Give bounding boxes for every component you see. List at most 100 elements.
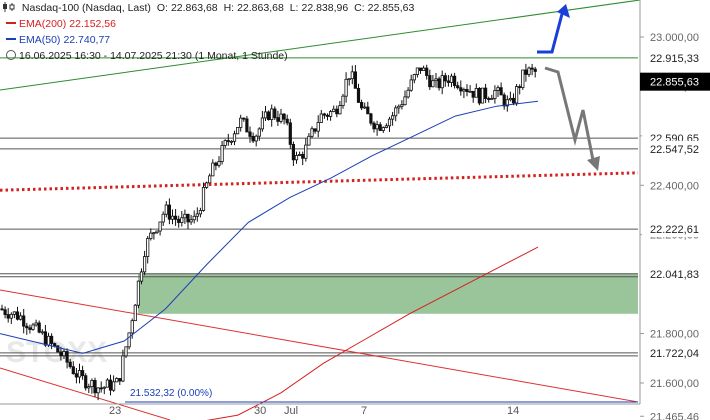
candle-body — [397, 105, 401, 109]
candle-body — [468, 90, 472, 93]
candle-body — [502, 94, 506, 107]
level-label-bg — [642, 140, 708, 157]
candle-body — [124, 346, 128, 357]
candle-body — [155, 230, 159, 234]
candle-body — [108, 379, 113, 391]
candle-body — [84, 375, 88, 389]
price-tag-box — [640, 72, 710, 91]
y-tick-label: 21.600,00 — [650, 378, 699, 390]
candle-body — [511, 97, 516, 104]
candle-body — [403, 96, 407, 106]
candle-body — [474, 88, 478, 98]
candle-body — [90, 380, 94, 388]
candle-body — [304, 144, 308, 159]
candle-body — [136, 280, 140, 306]
instrument-name: Nasdaq-100 (Nasdaq, Last) — [21, 2, 151, 14]
candle-body — [248, 131, 252, 137]
candle-body — [462, 89, 466, 92]
candle-body — [375, 124, 379, 130]
candle-body — [3, 309, 7, 315]
close-value: 22.855,63 — [367, 2, 415, 14]
candle-body — [263, 111, 268, 119]
candle-body — [459, 87, 463, 92]
candle-body — [273, 108, 277, 119]
period-range: 16.06.2025 16:30 - 14.07.2025 21:30 — [19, 50, 192, 62]
y-tick-label: 21.800,00 — [650, 329, 699, 341]
candle-body — [50, 335, 54, 344]
candle-body — [350, 71, 354, 80]
green-trend-line — [0, 0, 641, 91]
candle-body — [201, 187, 206, 211]
chart-legend: Nasdaq-100 (Nasdaq, Last) O: 22.863,68 H:… — [0, 0, 417, 64]
candle-body — [505, 99, 509, 107]
candle-body — [59, 351, 63, 357]
candle-body — [198, 210, 202, 215]
candle-body — [434, 78, 438, 82]
x-tick-label: 23 — [109, 405, 121, 417]
level-label-5: 21.722,04 — [650, 348, 699, 360]
candle-body — [409, 79, 413, 91]
candle-body — [465, 89, 469, 93]
candle-body — [359, 102, 364, 109]
candle-body — [421, 67, 426, 71]
candle-body — [81, 370, 85, 377]
candle-body — [105, 379, 109, 388]
candle-body — [499, 87, 503, 96]
candle-body — [96, 387, 100, 394]
candle-body — [251, 136, 255, 142]
candle-body — [146, 238, 150, 257]
candle-body — [493, 90, 497, 99]
candle-body — [74, 373, 78, 378]
candlestick-icon — [2, 1, 16, 12]
candle-body — [161, 213, 165, 223]
candle-body — [449, 75, 454, 83]
candle-body — [530, 67, 534, 70]
candle-body — [369, 113, 373, 124]
candle-body — [9, 313, 13, 319]
candle-body — [276, 117, 280, 122]
open-value: 22.863,68 — [170, 2, 218, 14]
legend-period-row: 16.06.2025 16:30 - 14.07.2025 21:30 (1 Mo… — [0, 48, 417, 64]
candle-body — [245, 118, 249, 133]
candle-body — [186, 213, 190, 223]
support-zone — [138, 273, 638, 314]
candle-body — [133, 304, 137, 322]
y-tick-label: 22.400,00 — [650, 180, 699, 192]
candle-body — [400, 104, 404, 107]
low-marker-label: 21.532,32 (0.00%) — [130, 388, 212, 399]
candle-body — [521, 69, 525, 88]
high-value: 22.863,68 — [237, 2, 284, 14]
candle-body — [425, 67, 429, 76]
grey-down-arrow-head — [587, 156, 600, 171]
candle-body — [412, 74, 416, 81]
candle-body — [142, 256, 147, 273]
candle-body — [390, 115, 395, 120]
x-tick-label: Jul — [284, 405, 298, 417]
candle-body — [214, 162, 218, 166]
candle-body — [6, 314, 10, 319]
candle-body — [443, 75, 447, 82]
candle-body — [0, 308, 4, 311]
candle-body — [471, 90, 475, 98]
clock-icon — [6, 50, 16, 60]
level-label-bg — [642, 344, 708, 361]
y-tick-label: 23.000,00 — [650, 32, 699, 44]
candle-body — [87, 386, 91, 389]
candle-body — [130, 320, 134, 334]
ema200-line — [206, 246, 539, 420]
candle-body — [115, 378, 119, 383]
candle-body — [139, 271, 144, 282]
candle-body — [291, 144, 296, 161]
candle-body — [232, 133, 237, 142]
legend-ema50-row: EMA(50) 22.740,77 — [0, 32, 417, 48]
candle-body — [15, 311, 20, 320]
blue-up-arrow — [537, 13, 564, 54]
candles-group — [0, 63, 537, 401]
ema50-value: 22.740,77 — [63, 34, 111, 46]
candle-body — [328, 111, 333, 117]
grey-down-arrow — [544, 66, 595, 161]
candle-body — [527, 67, 531, 75]
dotted-trend-line — [0, 171, 639, 192]
red-channel-upper — [0, 289, 639, 403]
candle-body — [363, 106, 367, 109]
